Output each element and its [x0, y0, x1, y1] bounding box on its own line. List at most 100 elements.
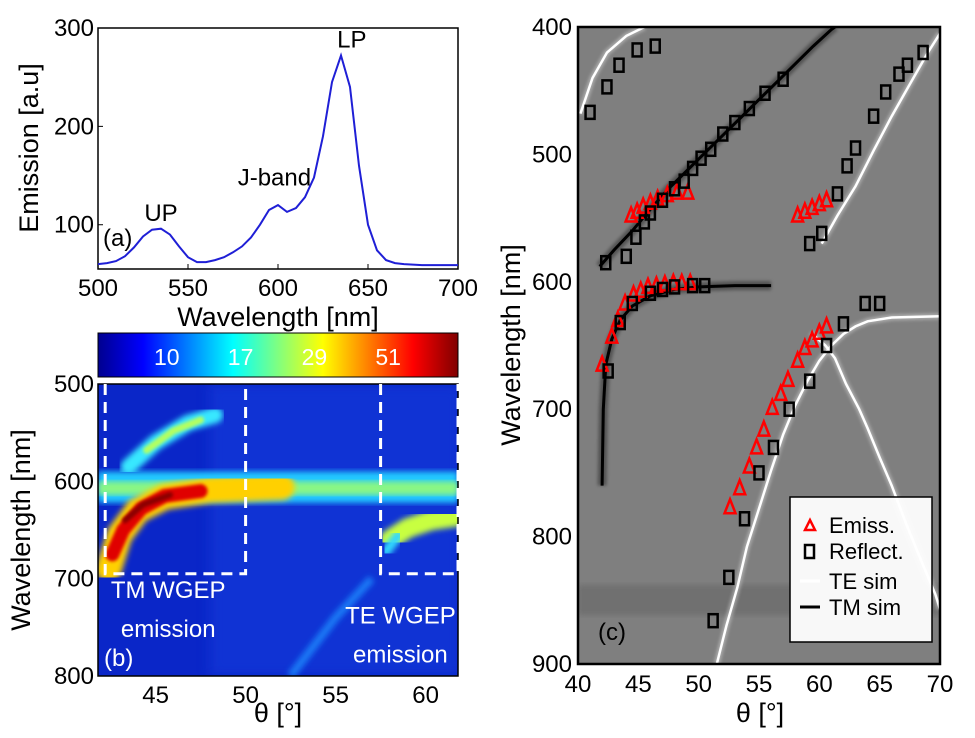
a-x-tick-label: 600 — [258, 275, 298, 302]
reflection-point — [649, 38, 661, 54]
a-annotation: LP — [337, 27, 366, 54]
panel-b-label: (b) — [104, 645, 133, 672]
b-x-tick-label: 45 — [142, 682, 169, 709]
b-annotation: emission — [353, 641, 448, 668]
b-annotation: emission — [121, 616, 216, 643]
legend-item-tm-sim: TM sim — [829, 595, 901, 620]
te-sim-curve — [715, 314, 940, 664]
c-y-tick-label: 900 — [532, 651, 572, 678]
a-y-tick-label: 200 — [54, 113, 94, 140]
panel-c-y-axis-label: Wavelength [nm] — [496, 244, 526, 446]
reflection-point — [723, 569, 735, 586]
panel-c-dispersion: 40 45 50 55 60 65 70 400 500 600 700 800 900 (c) θ … — [496, 14, 953, 728]
c-y-tick-label: 700 — [532, 396, 572, 423]
c-y-tick-label: 600 — [532, 269, 572, 296]
te-sim-curve — [579, 27, 645, 115]
legend-item-te-sim: TE sim — [829, 569, 897, 594]
reflection-point — [707, 612, 719, 629]
heatmap-diagonal-streak — [287, 575, 375, 676]
reflection-point — [602, 363, 614, 379]
heatmap-te-branch-tail — [381, 529, 404, 557]
b-y-tick-label: 600 — [54, 468, 94, 495]
c-x-tick-label: 40 — [565, 671, 592, 698]
reflection-point — [668, 279, 681, 295]
reflection-point — [831, 186, 844, 202]
reflection-point — [631, 42, 643, 58]
reflection-point — [893, 66, 905, 82]
a-x-tick-label: 700 — [438, 275, 478, 302]
reflection-point — [759, 85, 771, 101]
colorbar-tick-label: 29 — [302, 344, 328, 370]
emission-point — [756, 418, 772, 437]
panel-a-y-axis-label: Emission [a.u] — [14, 63, 44, 233]
reflection-point — [626, 295, 639, 312]
emission-point — [819, 188, 834, 208]
c-x-tick-label: 55 — [746, 671, 773, 698]
emission-point — [732, 476, 748, 496]
tm-sim-curve — [600, 284, 772, 486]
reflection-point — [686, 277, 699, 294]
reflection-point — [695, 150, 707, 166]
wgep-region-box — [379, 384, 460, 576]
emission-point — [790, 349, 805, 369]
panel-b-x-axis-label: θ [°] — [254, 698, 302, 728]
panel-a-label: (a) — [103, 225, 132, 252]
wgep-region-box — [103, 384, 248, 576]
reflection-point — [815, 225, 828, 242]
emission-curve — [97, 52, 458, 267]
a-y-tick-label: 300 — [54, 15, 94, 42]
legend-item-emiss: Emiss. — [829, 513, 895, 538]
b-annotation: TM WGEP — [111, 577, 226, 604]
colorbar-tick-label: 10 — [154, 344, 180, 370]
colorbar-tick-label: 51 — [375, 344, 401, 370]
panel-a-emission-spectrum: 500 550 600 650 700 100 200 300 Wavelength [nm… — [14, 15, 478, 332]
emission-point — [680, 181, 696, 200]
emission-point — [604, 325, 620, 344]
reflection-point — [753, 465, 765, 481]
reflection-point — [917, 44, 929, 61]
reflection-point — [849, 140, 862, 156]
b-y-tick-label: 800 — [54, 663, 94, 690]
c-x-tick-label: 70 — [927, 671, 954, 698]
reflection-point — [656, 192, 669, 209]
panel-b-y-axis-label: Wavelength [nm] — [6, 429, 36, 631]
panel-a-x-axis-label: Wavelength [nm] — [177, 302, 379, 332]
reflection-point — [879, 84, 892, 100]
reflection-point — [601, 79, 613, 95]
reflection-point — [704, 141, 717, 158]
reflection-point — [638, 214, 651, 230]
panel-c-x-axis-label: θ [°] — [736, 698, 784, 728]
legend-square-marker — [803, 543, 816, 560]
a-y-tick-label: 100 — [54, 212, 94, 239]
panel-c-plot-frame — [576, 25, 942, 666]
emission-point — [764, 396, 780, 416]
a-annotation: J-band — [238, 164, 311, 191]
reflection-point — [767, 439, 780, 456]
reflection-point — [867, 108, 880, 124]
reflection-point — [901, 57, 914, 73]
emission-point — [819, 314, 834, 334]
reflection-point — [613, 57, 625, 73]
reflection-point — [837, 316, 850, 332]
b-annotation: TE WGEP — [345, 602, 456, 629]
tm-sim-curve — [598, 27, 836, 268]
c-y-tick-label: 500 — [532, 141, 572, 168]
heatmap-lower-branch-max — [122, 491, 173, 524]
reflection-point — [717, 126, 729, 142]
reflection-point — [803, 235, 816, 252]
emission-point — [722, 495, 738, 515]
reflection-point — [686, 160, 699, 177]
emission-point — [749, 436, 764, 455]
panel-a-plot-area — [97, 27, 459, 270]
reflection-point — [859, 295, 871, 312]
reflection-point — [630, 229, 642, 245]
heatmap — [98, 384, 458, 676]
reflection-point — [656, 281, 669, 298]
reflection-point — [820, 337, 833, 354]
c-y-tick-label: 800 — [532, 524, 572, 551]
b-x-tick-label: 60 — [412, 682, 439, 709]
reflection-point — [743, 100, 756, 117]
reflection-point — [698, 277, 711, 294]
